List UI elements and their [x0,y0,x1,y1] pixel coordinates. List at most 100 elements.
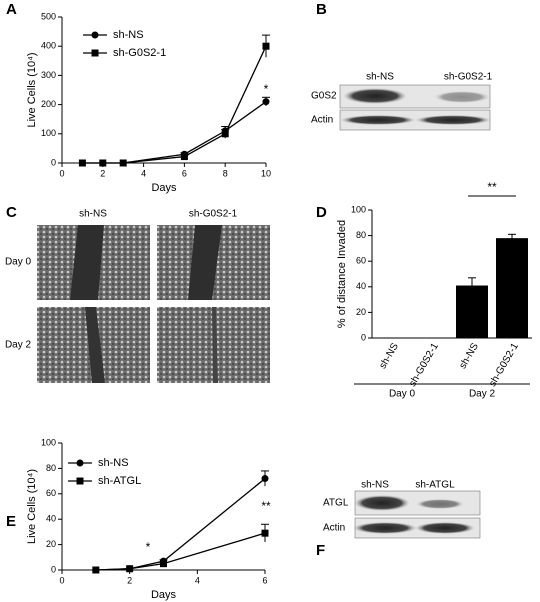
series-line [95,532,266,571]
blot-band [416,499,464,509]
legend-marker [91,49,99,57]
marker [92,566,100,574]
panel-label: E [6,513,16,530]
annotation: * [264,82,269,96]
bar [496,238,528,338]
x-tick-label: 0 [59,168,64,178]
group-label: Day 0 [389,389,416,400]
marker [261,529,269,537]
x-axis-label: Days [151,589,177,601]
legend-label: sh-NS [98,457,129,469]
panel-label: C [6,204,17,221]
y-tick-label: 100 [351,204,366,214]
legend-marker [76,477,84,485]
wound [212,307,218,383]
y-tick-label: 20 [356,307,366,317]
y-tick-label: 300 [41,70,56,80]
y-tick-label: 100 [41,128,56,138]
x-tick-label: 4 [141,168,146,178]
image-column: sh-G0S2-1 [189,209,238,220]
marker [261,475,269,483]
x-tick-label: 6 [182,168,187,178]
wound [188,225,222,300]
y-tick-label: 100 [41,437,56,447]
y-axis-label: Live Cells (10⁴) [26,469,38,544]
blot-row: Actin [311,115,333,126]
legend-label: sh-ATGL [98,475,141,487]
blot-row: ATGL [323,498,349,509]
marker [160,560,167,568]
y-tick-label: 20 [46,539,56,549]
legend-marker [91,31,99,39]
y-tick-label: 60 [46,488,56,498]
y-tick-label: 80 [356,230,366,240]
blot-band [353,522,417,534]
y-tick-label: 40 [356,281,366,291]
x-tick-label: 2 [100,168,105,178]
panel-label: F [316,542,325,559]
legend-marker [76,459,84,467]
blot-column: sh-ATGL [415,480,455,491]
image-row: Day 0 [5,257,32,268]
marker [119,159,127,167]
y-axis-label: % of distance Invaded [336,220,348,328]
y-tick-label: 0 [51,157,56,167]
wound [70,225,104,300]
x-tick-label: 2 [127,575,132,585]
blot-band [415,522,475,534]
bar [456,285,488,338]
annotation: ** [487,180,497,194]
marker [262,98,270,106]
x-tick-label: sh-G0S2-1 [487,341,521,389]
blot-column: sh-G0S2-1 [444,72,493,83]
y-tick-label: 40 [46,514,56,524]
y-tick-label: 200 [41,99,56,109]
y-tick-label: 0 [51,564,56,574]
wound [85,307,105,383]
y-tick-label: 500 [41,11,56,21]
x-tick-label: 0 [59,575,64,585]
image-row: Day 2 [5,340,32,351]
y-axis-label: Live Cells (10⁴) [26,52,38,127]
y-tick-label: 400 [41,41,56,51]
series-line [95,478,266,571]
marker [78,159,86,167]
x-tick-label: sh-NS [377,341,401,371]
blot-band [354,495,410,511]
y-tick-label: 80 [46,463,56,473]
blot-row: Actin [323,523,345,534]
y-tick-label: 60 [356,256,366,266]
image-column: sh-NS [79,209,107,220]
marker [262,42,270,50]
series-line [82,45,267,164]
blot-band [340,115,416,125]
x-axis-label: Days [151,182,177,194]
y-tick-label: 0 [361,332,366,342]
group-label: Day 2 [469,389,496,400]
blot-band [434,91,490,103]
x-tick-label: sh-NS [457,341,481,371]
blot-band [343,88,407,104]
marker [180,153,188,161]
panel-label: B [316,1,327,18]
panel-label: D [316,204,327,221]
blot-row: G0S2 [311,91,337,102]
annotation: * [146,540,151,554]
series-line [82,101,267,164]
panel-label: A [6,1,17,18]
x-tick-label: 8 [223,168,228,178]
marker [99,159,107,167]
x-tick-label: 6 [262,575,267,585]
legend-label: sh-NS [113,29,144,41]
annotation: ** [261,499,271,513]
blot-column: sh-NS [361,480,389,491]
x-tick-label: sh-G0S2-1 [407,341,441,389]
blot-column: sh-NS [366,72,394,83]
micrographs [37,225,270,383]
marker [221,130,229,138]
x-tick-label: 10 [261,168,271,178]
marker [126,565,134,573]
blot-band [415,115,491,125]
